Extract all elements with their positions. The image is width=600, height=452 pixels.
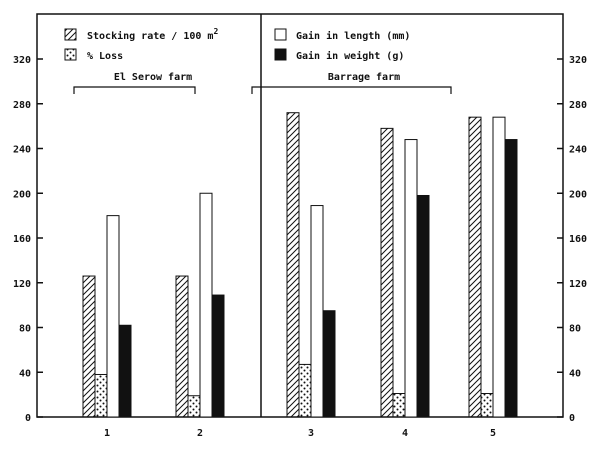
- bar-open-3: [310, 205, 324, 418]
- bar-dotted-1: [94, 373, 108, 418]
- y-tick-label-left: 320: [13, 55, 31, 66]
- legend-swatch-weight: [274, 48, 287, 61]
- y-tick-label-right: 280: [569, 100, 587, 111]
- y-tick-label-left: 160: [13, 234, 31, 245]
- bar-hatched-2: [175, 275, 189, 418]
- y-tick-label-right: 200: [569, 189, 587, 200]
- y-tick-label-right: 80: [569, 324, 581, 335]
- bar-open-5: [492, 116, 506, 418]
- y-tick-label-left: 200: [13, 189, 31, 200]
- legend-label-length: Gain in length (mm): [296, 30, 410, 42]
- bar-solid-1: [118, 324, 132, 418]
- x-tick-label: 3: [308, 428, 314, 439]
- legend: Stocking rate / 100 m2 % Loss Gain in le…: [64, 27, 410, 62]
- y-tick-label-left: 0: [25, 413, 31, 424]
- y-tick-label-right: 240: [569, 145, 587, 156]
- y-tick-label-left: 80: [19, 324, 31, 335]
- y-tick-label-right: 0: [569, 413, 575, 424]
- group-bracket-barrage: Barrage farm: [251, 72, 452, 94]
- legend-label-stocking: Stocking rate / 100 m2: [87, 27, 218, 42]
- bar-open-4: [404, 139, 418, 418]
- y-tick-label-right: 120: [569, 279, 587, 290]
- bar-hatched-3: [286, 112, 300, 418]
- group-label-barrage: Barrage farm: [328, 72, 400, 83]
- y-tick-label-left: 240: [13, 145, 31, 156]
- y-tick-label-right: 320: [569, 55, 587, 66]
- legend-label-weight: Gain in weight (g): [296, 50, 404, 62]
- bar-hatched-5: [468, 116, 482, 418]
- x-tick-label: 5: [490, 428, 496, 439]
- bar-dotted-5: [480, 393, 494, 418]
- y-tick-label-left: 280: [13, 100, 31, 111]
- bar-solid-2: [211, 294, 225, 418]
- y-tick-label-right: 40: [569, 368, 581, 379]
- bar-hatched-4: [380, 127, 394, 418]
- bar-dotted-4: [392, 393, 406, 418]
- legend-swatch-stocking: [64, 28, 77, 41]
- bar-solid-5: [504, 139, 518, 418]
- bar-solid-4: [416, 194, 430, 418]
- legend-swatch-length: [274, 28, 287, 41]
- bar-dotted-3: [298, 363, 312, 418]
- x-tick-label: 1: [104, 428, 110, 439]
- x-tick-label: 2: [197, 428, 203, 439]
- bar-hatched-1: [82, 275, 96, 418]
- bar-solid-3: [322, 310, 336, 418]
- group-label-el-serow: El Serow farm: [114, 72, 192, 83]
- y-tick-label-left: 40: [19, 368, 31, 379]
- legend-label-loss: % Loss: [87, 51, 123, 62]
- x-tick-label: 4: [402, 428, 408, 439]
- bar-open-2: [199, 192, 213, 418]
- y-tick-label-right: 160: [569, 234, 587, 245]
- bar-open-1: [106, 215, 120, 418]
- group-bracket-el-serow: El Serow farm: [73, 72, 196, 94]
- legend-swatch-loss: [64, 48, 77, 61]
- bar-dotted-2: [187, 395, 201, 418]
- y-tick-label-left: 120: [13, 279, 31, 290]
